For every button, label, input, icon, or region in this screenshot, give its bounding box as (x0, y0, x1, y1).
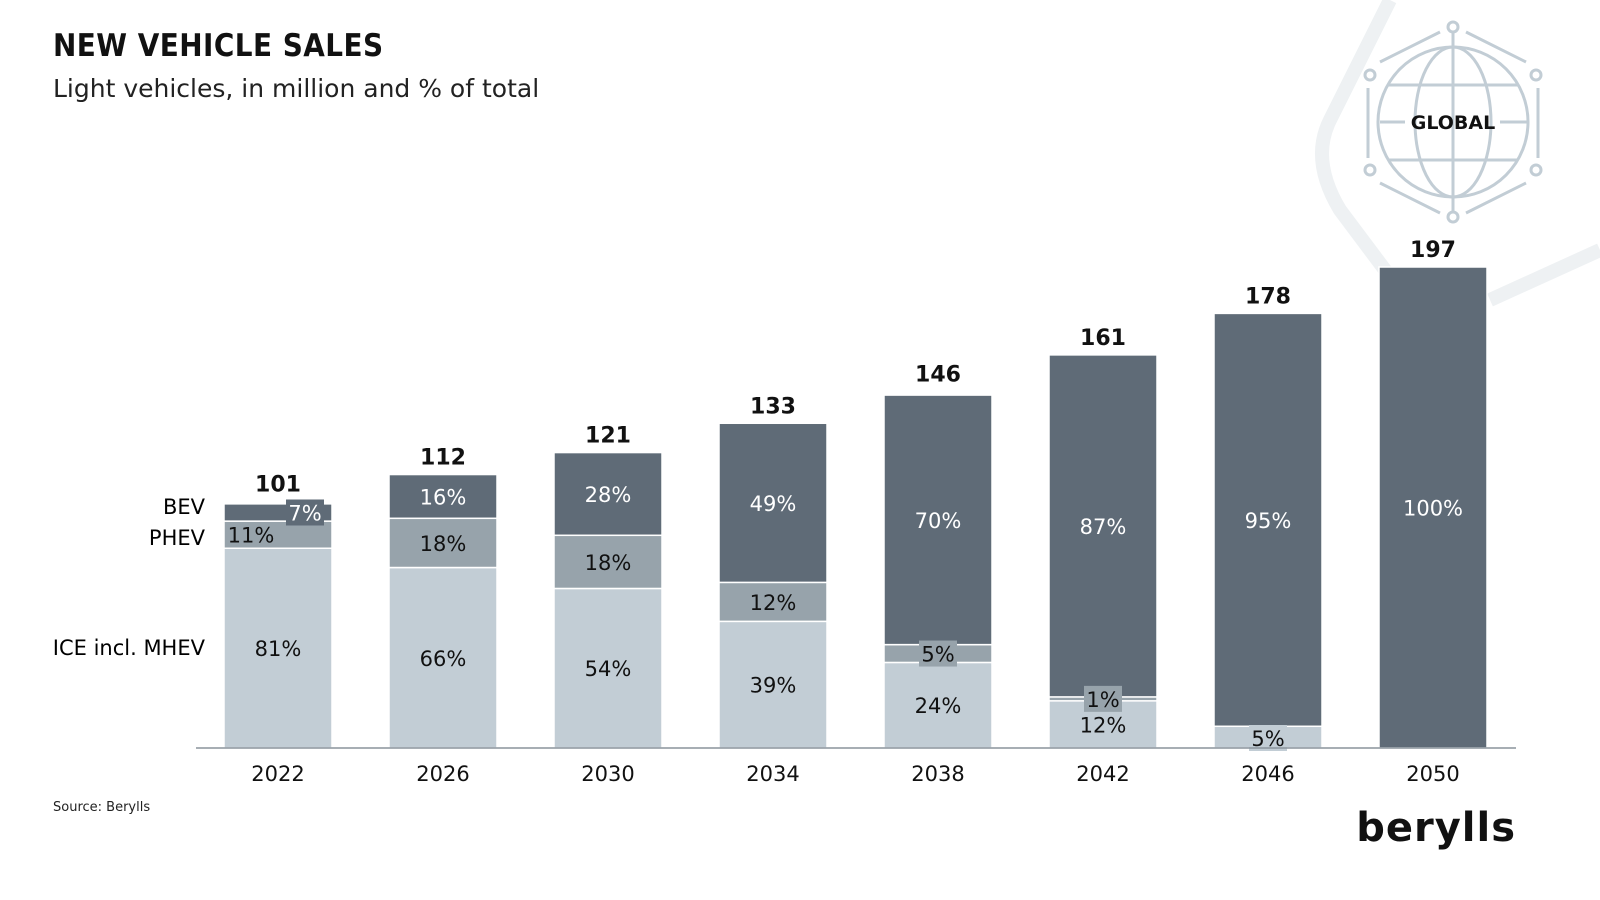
data-label-phev-2042: 1% (1086, 688, 1119, 712)
x-tick-2022: 2022 (251, 762, 304, 786)
x-tick-2050: 2050 (1406, 762, 1459, 786)
label-box (1084, 685, 1122, 712)
bar-segment-bev-2034 (718, 422, 828, 584)
bar-segment-bev-2026 (388, 473, 498, 520)
total-label-2038: 146 (915, 363, 961, 388)
data-label-ice-2030: 54% (585, 657, 632, 681)
data-label-bev-2026: 16% (420, 485, 467, 509)
data-label-bev-2022: 7% (288, 501, 321, 525)
data-label-phev-2022: 11% (228, 524, 275, 548)
data-label-ice-2034: 39% (750, 674, 797, 698)
x-tick-2042: 2042 (1076, 762, 1129, 786)
page-title: NEW VEHICLE SALES (53, 28, 384, 64)
berylls-logo: berylls (1356, 805, 1516, 851)
x-tick-2046: 2046 (1241, 762, 1294, 786)
total-label-2022: 101 (255, 472, 301, 497)
label-box (286, 499, 324, 526)
bar-segment-bev-2046 (1213, 312, 1323, 728)
globe-network-icon: GLOBAL (1315, 0, 1600, 307)
bar-segment-ice-2038 (883, 661, 993, 749)
data-label-phev-2026: 18% (420, 532, 467, 556)
data-label-ice-2022: 81% (255, 637, 302, 661)
total-label-2046: 178 (1245, 284, 1291, 309)
x-tick-2034: 2034 (746, 762, 799, 786)
x-tick-2026: 2026 (416, 762, 469, 786)
data-label-ice-2026: 66% (420, 647, 467, 671)
bar-segment-ice-2030 (553, 587, 663, 749)
total-label-2030: 121 (585, 424, 631, 449)
data-label-ice-2038: 24% (915, 694, 962, 718)
x-tick-2030: 2030 (581, 762, 634, 786)
data-label-bev-2046: 95% (1245, 509, 1292, 533)
data-label-bev-2050: 100% (1403, 497, 1463, 521)
total-label-2050: 197 (1410, 238, 1456, 263)
bar-segment-phev-2022 (223, 520, 333, 550)
x-tick-2038: 2038 (911, 762, 964, 786)
legend-bev: BEV (163, 495, 206, 519)
data-label-bev-2030: 28% (585, 483, 632, 507)
global-label: GLOBAL (1411, 112, 1495, 134)
data-label-phev-2030: 18% (585, 551, 632, 575)
bar-segment-phev-2026 (388, 517, 498, 569)
source-note: Source: Berylls (53, 800, 151, 815)
label-box (1249, 725, 1287, 751)
data-label-bev-2038: 70% (915, 509, 962, 533)
bar-segment-ice-2034 (718, 620, 828, 749)
legend-ice: ICE incl. MHEV (53, 636, 206, 660)
bar-segment-bev-2042 (1048, 354, 1158, 698)
bar-segment-bev-2030 (553, 451, 663, 537)
data-label-phev-2038: 5% (921, 643, 954, 667)
data-label-bev-2034: 49% (750, 492, 797, 516)
data-label-ice-2046: 5% (1251, 727, 1284, 751)
page-subtitle: Light vehicles, in million and % of tota… (53, 74, 540, 103)
bar-segment-bev-2038 (883, 394, 993, 646)
total-label-2026: 112 (420, 446, 466, 471)
legend-phev: PHEV (149, 526, 206, 550)
total-label-2042: 161 (1080, 326, 1126, 351)
data-label-bev-2042: 87% (1080, 515, 1127, 539)
data-label-phev-2034: 12% (750, 591, 797, 615)
bar-segment-phev-2034 (718, 581, 828, 623)
label-box (919, 640, 957, 667)
total-label-2034: 133 (750, 394, 796, 419)
data-label-ice-2042: 12% (1080, 713, 1127, 737)
